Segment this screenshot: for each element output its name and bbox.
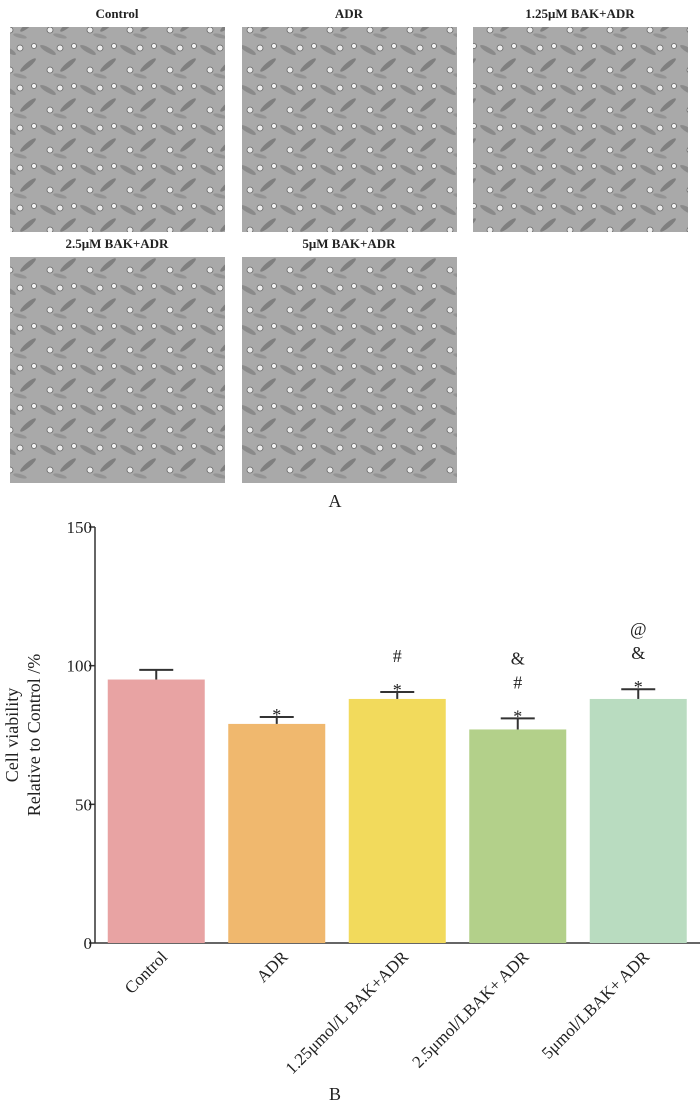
bar	[348, 698, 446, 943]
significance-mark: *	[634, 677, 643, 697]
panel-label: B	[329, 1084, 341, 1104]
image-label: 1.25μM BAK+ADR	[525, 6, 635, 21]
x-tick-label: 5μmol/LBAK+ ADR	[538, 947, 654, 1063]
significance-mark: *	[513, 706, 522, 726]
significance-mark: @	[630, 619, 647, 639]
bar	[228, 723, 326, 943]
micrograph	[473, 27, 688, 232]
x-tick-label: 1.25μmol/L BAK+ADR	[282, 947, 413, 1078]
x-tick-label: 2.5μmol/LBAK+ ADR	[408, 947, 533, 1072]
bar	[469, 729, 567, 943]
x-tick-label: ADR	[253, 947, 292, 986]
image-label: Control	[95, 6, 138, 21]
micrograph	[10, 257, 225, 483]
significance-mark: &	[631, 643, 645, 663]
x-tick-label: Control	[121, 947, 171, 997]
micrograph-panel	[10, 27, 688, 483]
significance-mark: #	[513, 672, 522, 692]
y-tick-label: 100	[67, 657, 93, 676]
y-axis-label: Cell viability	[2, 688, 22, 783]
significance-mark: &	[511, 648, 525, 668]
panel-label: A	[329, 491, 342, 511]
micrograph	[242, 257, 457, 483]
micrograph	[242, 27, 457, 232]
y-axis-label: Relative to Control /%	[24, 654, 44, 816]
image-label: 2.5μM BAK+ADR	[66, 236, 169, 251]
significance-mark: *	[272, 705, 281, 725]
micrograph	[10, 27, 225, 232]
bar	[107, 679, 205, 943]
image-label: ADR	[335, 6, 364, 21]
y-tick-label: 50	[75, 795, 92, 814]
y-tick-label: 0	[84, 934, 93, 953]
significance-mark: #	[393, 646, 402, 666]
image-label: 5μM BAK+ADR	[302, 236, 396, 251]
bar	[589, 698, 687, 943]
y-tick-label: 150	[67, 518, 93, 537]
significance-mark: *	[393, 680, 402, 700]
